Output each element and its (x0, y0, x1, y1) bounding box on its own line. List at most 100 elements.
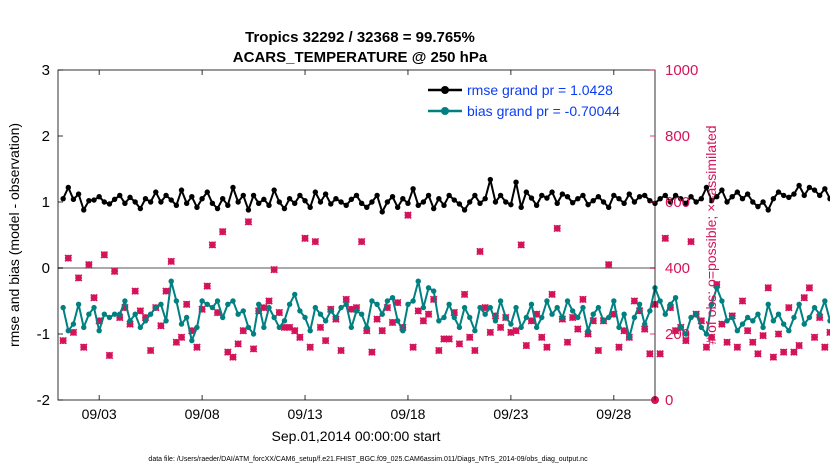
obs-assimilated-marker (59, 336, 67, 345)
obs-assimilated-marker (486, 328, 495, 337)
bias-point (683, 331, 689, 337)
rmse-point (230, 184, 236, 191)
rmse-point (497, 192, 504, 199)
rmse-point (765, 207, 771, 213)
bias-point (271, 314, 277, 321)
rmse-point (703, 184, 710, 191)
bias-point (477, 304, 483, 311)
bias-point (348, 324, 355, 331)
obs-assimilated-marker (229, 353, 237, 361)
rmse-point (451, 197, 457, 203)
bias-point (456, 324, 463, 331)
rmse-point (811, 187, 818, 193)
bias-point (559, 314, 566, 321)
bias-point (266, 304, 272, 311)
bias-point (183, 314, 190, 321)
rmse-point (147, 199, 154, 205)
rmse-point (642, 192, 648, 199)
obs-assimilated-marker (311, 237, 320, 246)
rmse-point (678, 196, 684, 202)
obs-assimilated-marker (785, 303, 793, 312)
plot-area (58, 70, 655, 400)
obs-assimilated-marker (373, 315, 381, 323)
bias-point (122, 298, 128, 304)
rmse-point (482, 196, 488, 202)
rmse-point (225, 202, 231, 208)
obs-assimilated-marker (342, 295, 350, 304)
obs-assimilated-marker (790, 348, 798, 356)
bias-point (353, 308, 360, 314)
legend: rmse grand pr = 1.0428 bias grand pr = -… (420, 78, 648, 122)
obs-assimilated-marker (496, 323, 505, 332)
bias-point (111, 311, 118, 317)
rmse-point (379, 209, 385, 215)
y-left-tick-label: 1 (42, 194, 50, 211)
obs-assimilated-marker (249, 345, 258, 353)
bias-point (755, 311, 761, 317)
obs-assimilated-marker (146, 346, 155, 355)
legend-rmse-label: rmse grand pr = 1.0428 (467, 82, 613, 98)
obs-assimilated-marker (718, 320, 726, 328)
rmse-point (605, 204, 612, 210)
bias-point (760, 324, 766, 331)
bias-point (317, 311, 324, 317)
obs-assimilated-marker (260, 303, 268, 312)
rmse-point (65, 184, 71, 191)
bias-point (523, 314, 530, 321)
bias-point (127, 318, 133, 324)
rmse-point (513, 179, 519, 185)
bias-point (672, 295, 679, 301)
obs-assimilated-marker (177, 333, 186, 342)
y-left-axis-ticks: -2 -1 0 1 2 3 (37, 62, 63, 409)
rmse-point (132, 199, 138, 205)
obs-assimilated-marker (646, 350, 654, 358)
rmse-point (667, 199, 674, 205)
obs-assimilated-marker (805, 284, 814, 292)
rmse-point (276, 199, 283, 205)
obs-assimilated-marker (234, 340, 242, 348)
rmse-point (250, 192, 257, 199)
bias-point (688, 314, 694, 321)
rmse-point (75, 191, 82, 197)
obs-assimilated-marker (69, 328, 78, 337)
obs-assimilated-marker (538, 333, 546, 342)
rmse-point (168, 197, 174, 203)
rmse-point (415, 202, 421, 208)
rmse-point (91, 197, 97, 203)
bias-point (791, 314, 797, 321)
rmse-point (410, 186, 416, 192)
legend-box (420, 78, 648, 122)
rmse-point (60, 196, 66, 202)
bias-point (492, 318, 499, 324)
obs-assimilated-marker (218, 227, 227, 236)
obs-assimilated-marker (774, 330, 783, 338)
obs-assimilated-marker (481, 303, 489, 312)
bias-point (549, 311, 555, 317)
rmse-point (322, 191, 329, 197)
rmse-point (559, 191, 566, 197)
bias-point (765, 301, 771, 307)
rmse-point (827, 196, 830, 202)
bias-point (580, 304, 586, 311)
obs-assimilated-marker (553, 224, 561, 233)
rmse-point (786, 194, 792, 201)
bias-point (719, 298, 725, 304)
chart-subtitle: ACARS_TEMPERATURE @ 250 hPa (233, 49, 488, 66)
rmse-point (590, 197, 596, 204)
bias-point (173, 298, 180, 304)
bias-point (796, 301, 802, 307)
rmse-point (636, 194, 643, 200)
obs-assimilated-marker (522, 341, 531, 350)
bias-point (394, 318, 401, 324)
obs-assimilated-marker (723, 338, 731, 347)
y-right-tick-label: 400 (665, 260, 690, 277)
bias-point (585, 328, 591, 334)
y-right-tick-label: 800 (665, 128, 690, 145)
rmse-point (353, 192, 360, 199)
rmse-point (729, 194, 735, 200)
rmse-point (127, 194, 133, 201)
y-right-tick-label: 0 (665, 392, 673, 409)
obs-assimilated-marker (594, 346, 603, 355)
bias-point (147, 311, 154, 317)
